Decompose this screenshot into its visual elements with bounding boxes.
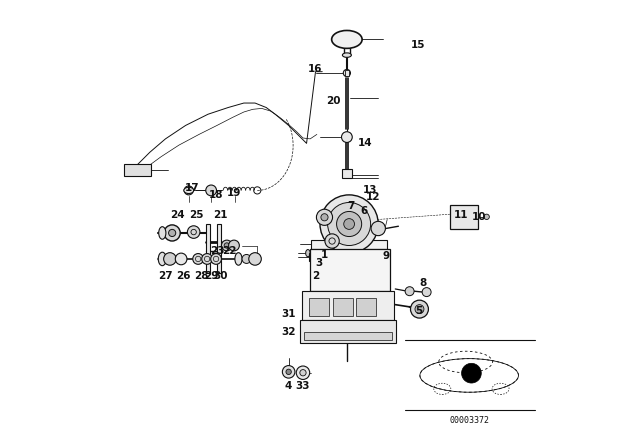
- Bar: [345, 70, 349, 76]
- Bar: [308, 253, 387, 261]
- Text: 8: 8: [419, 278, 427, 288]
- Text: 27: 27: [158, 271, 173, 280]
- Text: 00003372: 00003372: [449, 416, 489, 425]
- Ellipse shape: [159, 227, 166, 239]
- Text: 24: 24: [170, 210, 185, 220]
- Circle shape: [328, 202, 371, 246]
- Text: 28: 28: [194, 271, 209, 280]
- Bar: [124, 164, 150, 176]
- Circle shape: [228, 240, 239, 251]
- Text: 26: 26: [176, 271, 191, 280]
- Circle shape: [224, 243, 230, 248]
- Circle shape: [164, 225, 180, 241]
- Circle shape: [249, 253, 261, 265]
- Text: 9: 9: [383, 251, 390, 261]
- Circle shape: [405, 287, 414, 296]
- Bar: [300, 320, 396, 343]
- Circle shape: [325, 234, 339, 248]
- Bar: [342, 169, 352, 178]
- Circle shape: [211, 254, 221, 264]
- Ellipse shape: [306, 250, 310, 257]
- Circle shape: [342, 132, 352, 142]
- Circle shape: [184, 186, 193, 195]
- Text: 4: 4: [285, 381, 292, 391]
- Bar: [356, 298, 376, 316]
- Text: 18: 18: [209, 190, 223, 200]
- Text: 20: 20: [326, 96, 340, 106]
- Bar: [333, 298, 353, 316]
- Circle shape: [343, 69, 351, 77]
- Text: 2: 2: [312, 271, 319, 280]
- Circle shape: [242, 254, 251, 263]
- Bar: [450, 205, 477, 229]
- Circle shape: [193, 254, 204, 264]
- Text: 1: 1: [321, 250, 328, 260]
- Circle shape: [410, 300, 428, 318]
- Text: 19: 19: [227, 188, 241, 198]
- Circle shape: [321, 214, 328, 221]
- Circle shape: [320, 195, 378, 253]
- Text: 15: 15: [412, 40, 426, 50]
- Text: 3: 3: [316, 258, 323, 268]
- Circle shape: [484, 214, 490, 220]
- Bar: [217, 224, 221, 273]
- Text: 22: 22: [222, 246, 237, 256]
- Text: 25: 25: [189, 210, 204, 220]
- Text: 11: 11: [454, 210, 468, 220]
- Text: 16: 16: [308, 65, 323, 74]
- Bar: [311, 240, 387, 249]
- Circle shape: [316, 209, 333, 225]
- Bar: [205, 224, 210, 273]
- Circle shape: [344, 219, 355, 229]
- Ellipse shape: [184, 187, 194, 194]
- Circle shape: [337, 211, 362, 237]
- Text: 29: 29: [204, 271, 219, 280]
- Circle shape: [202, 254, 212, 264]
- Ellipse shape: [342, 53, 351, 57]
- Text: 5: 5: [415, 306, 422, 316]
- Text: 23: 23: [211, 246, 225, 256]
- Bar: [308, 298, 329, 316]
- Circle shape: [286, 369, 291, 375]
- Circle shape: [175, 253, 187, 265]
- Text: 31: 31: [282, 310, 296, 319]
- Circle shape: [461, 363, 481, 383]
- Text: 14: 14: [358, 138, 372, 148]
- Circle shape: [205, 185, 216, 196]
- Ellipse shape: [332, 30, 362, 48]
- Ellipse shape: [158, 252, 166, 266]
- Circle shape: [371, 221, 385, 236]
- Text: 33: 33: [296, 381, 310, 391]
- Text: 12: 12: [365, 192, 380, 202]
- Ellipse shape: [235, 253, 242, 265]
- Text: 7: 7: [348, 201, 355, 211]
- Circle shape: [282, 366, 295, 378]
- Text: 13: 13: [363, 185, 378, 195]
- Text: 30: 30: [213, 271, 228, 280]
- Text: 32: 32: [282, 327, 296, 337]
- Text: 21: 21: [213, 210, 228, 220]
- Circle shape: [296, 366, 310, 379]
- Circle shape: [415, 305, 424, 314]
- Text: 6: 6: [360, 207, 367, 216]
- Circle shape: [168, 229, 176, 237]
- Circle shape: [188, 226, 200, 238]
- Circle shape: [300, 370, 306, 376]
- Bar: [310, 249, 390, 291]
- Text: 10: 10: [472, 212, 486, 222]
- Bar: [302, 291, 394, 320]
- Circle shape: [164, 253, 176, 265]
- Circle shape: [422, 288, 431, 297]
- Bar: [305, 332, 392, 340]
- Circle shape: [221, 240, 232, 251]
- Text: 17: 17: [185, 183, 200, 193]
